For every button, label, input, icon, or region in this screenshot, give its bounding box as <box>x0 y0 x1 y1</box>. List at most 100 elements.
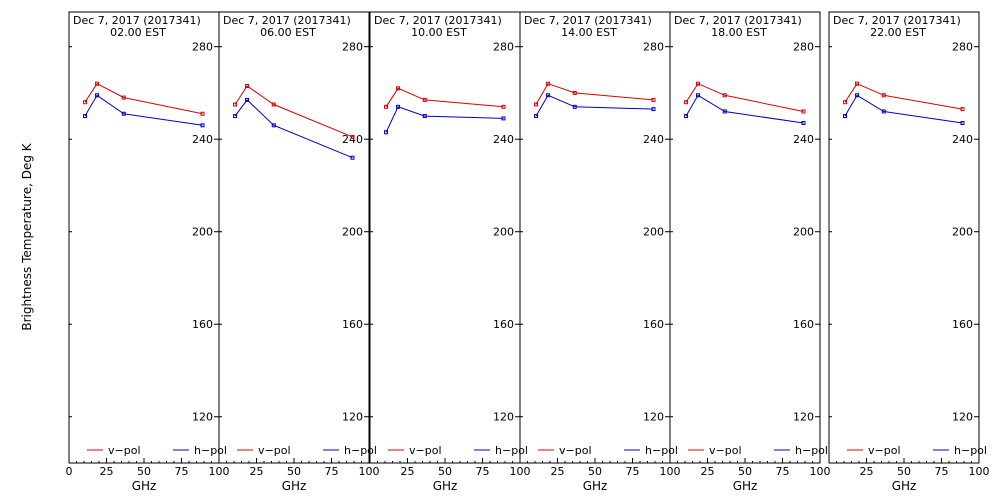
series-line-h-pol <box>535 94 654 117</box>
data-point-v-pol <box>422 97 427 102</box>
panel-6: Dec 7, 2017 (2017341)22.00 EST 120 160 200 2… <box>828 11 990 493</box>
data-point-h-pol <box>881 109 886 114</box>
data-point-v-pol <box>801 109 806 114</box>
y-tick-label: 120 <box>952 411 973 424</box>
y-tick-label: 200 <box>493 226 514 239</box>
data-point-v-pol <box>233 102 238 107</box>
panel-title-date: Dec 7, 2017 (2017341) <box>674 14 802 27</box>
panel-title-time: 18.00 EST <box>711 26 767 39</box>
y-tick-label: 200 <box>952 226 973 239</box>
panel-title-date: Dec 7, 2017 (2017341) <box>833 14 961 27</box>
data-point-h-pol <box>121 111 126 116</box>
x-axis-label: GHz <box>733 479 758 493</box>
panel-title-date: Dec 7, 2017 (2017341) <box>73 14 201 27</box>
x-tick-label: 50 <box>438 465 452 478</box>
y-tick-label: 200 <box>192 226 213 239</box>
y-tick-label: 120 <box>342 411 363 424</box>
legend-label-h-pol: h−pol <box>954 444 987 457</box>
data-point-h-pol <box>384 130 389 135</box>
legend-label-h-pol: h−pol <box>795 444 828 457</box>
x-tick-label: 25 <box>860 465 874 478</box>
y-tick-label: 280 <box>342 41 363 54</box>
x-tick-label: 75 <box>626 465 640 478</box>
series-line-h-pol <box>844 94 963 124</box>
x-tick-label: 25 <box>100 465 114 478</box>
x-tick-label: 100 <box>969 465 990 478</box>
series-line-h-pol <box>685 94 804 124</box>
y-tick-label: 240 <box>952 133 973 146</box>
panel-1: Dec 7, 2017 (2017341)02.00 EST 120 160 200 2… <box>66 11 230 493</box>
x-tick-label: 25 <box>250 465 264 478</box>
y-tick-label: 280 <box>793 41 814 54</box>
x-tick-label: 75 <box>776 465 790 478</box>
y-tick-label: 160 <box>192 318 213 331</box>
y-tick-label: 280 <box>192 41 213 54</box>
y-tick-label: 240 <box>342 133 363 146</box>
series-line-h-pol <box>84 94 203 126</box>
data-point-v-pol <box>855 81 860 86</box>
x-tick-label: 100 <box>359 465 380 478</box>
data-point-v-pol <box>572 90 577 95</box>
x-tick-label: 25 <box>701 465 715 478</box>
data-point-h-pol <box>422 114 427 119</box>
y-tick-label: 200 <box>793 226 814 239</box>
data-point-v-pol <box>501 104 506 109</box>
panel-title-date: Dec 7, 2017 (2017341) <box>524 14 652 27</box>
data-point-h-pol <box>843 114 848 119</box>
data-point-h-pol <box>651 107 656 112</box>
y-tick-label: 240 <box>793 133 814 146</box>
legend-label-v-pol: v−pol <box>868 444 901 457</box>
data-point-v-pol <box>83 100 88 105</box>
data-point-v-pol <box>245 84 250 89</box>
y-tick-label: 160 <box>793 318 814 331</box>
y-tick-label: 200 <box>342 226 363 239</box>
legend-label-h-pol: h−pol <box>194 444 227 457</box>
y-tick-label: 280 <box>493 41 514 54</box>
y-tick-label: 160 <box>493 318 514 331</box>
legend-label-v-pol: v−pol <box>108 444 141 457</box>
x-axis-label: GHz <box>892 479 917 493</box>
legend-label-v-pol: v−pol <box>559 444 592 457</box>
y-tick-label: 120 <box>493 411 514 424</box>
series-line-v-pol <box>535 83 654 105</box>
x-tick-label: 0 <box>66 465 73 478</box>
data-point-v-pol <box>396 86 401 91</box>
data-point-v-pol <box>200 111 205 116</box>
data-point-v-pol <box>95 81 100 86</box>
legend-label-h-pol: h−pol <box>645 444 678 457</box>
data-point-h-pol <box>245 97 250 102</box>
panel-title-time: 10.00 EST <box>411 26 467 39</box>
y-tick-label: 160 <box>342 318 363 331</box>
x-tick-label: 50 <box>738 465 752 478</box>
data-point-h-pol <box>546 93 551 98</box>
data-point-h-pol <box>572 104 577 109</box>
panel-title-date: Dec 7, 2017 (2017341) <box>374 14 502 27</box>
x-tick-label: 75 <box>175 465 189 478</box>
data-point-v-pol <box>960 107 965 112</box>
data-point-h-pol <box>960 121 965 126</box>
y-tick-label: 120 <box>643 411 664 424</box>
y-tick-label: 280 <box>643 41 664 54</box>
data-point-h-pol <box>722 109 727 114</box>
panel-title-time: 14.00 EST <box>561 26 617 39</box>
legend-label-h-pol: h−pol <box>495 444 528 457</box>
data-point-h-pol <box>801 121 806 126</box>
y-tick-label: 160 <box>643 318 664 331</box>
data-point-v-pol <box>271 102 276 107</box>
data-point-v-pol <box>684 100 689 105</box>
x-tick-label: 25 <box>401 465 415 478</box>
panel-2: Dec 7, 2017 (2017341)06.00 EST 120 160 200 2… <box>218 11 380 493</box>
y-tick-label: 280 <box>952 41 973 54</box>
y-tick-label: 240 <box>643 133 664 146</box>
panel-title-time: 06.00 EST <box>260 26 316 39</box>
panel-title-date: Dec 7, 2017 (2017341) <box>223 14 351 27</box>
data-point-h-pol <box>396 104 401 109</box>
legend-label-v-pol: v−pol <box>258 444 291 457</box>
data-point-v-pol <box>881 93 886 98</box>
series-line-v-pol <box>234 85 353 138</box>
x-tick-label: 75 <box>325 465 339 478</box>
y-axis-label: Brightness Temperature, Deg K <box>20 142 34 330</box>
data-point-h-pol <box>501 116 506 121</box>
